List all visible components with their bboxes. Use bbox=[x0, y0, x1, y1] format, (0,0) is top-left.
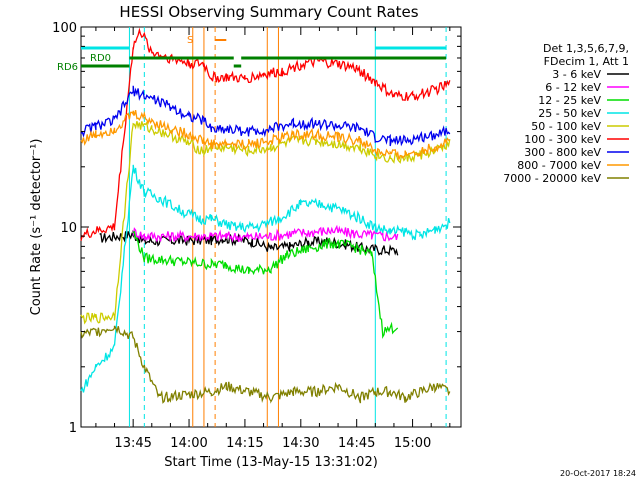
series-layer bbox=[80, 27, 451, 404]
timestamp: 20-Oct-2017 18:24 bbox=[560, 469, 636, 478]
legend-label-2: 12 - 25 keV bbox=[538, 94, 601, 107]
legend-header-2: FDecim 1, Att 1 bbox=[544, 55, 629, 68]
series-2 bbox=[132, 230, 399, 339]
series-8 bbox=[80, 325, 451, 404]
legend-label-1: 6 - 12 keV bbox=[545, 81, 601, 94]
legend-label-0: 3 - 6 keV bbox=[552, 68, 601, 81]
series-3 bbox=[80, 164, 451, 393]
x-tick-label-2: 14:15 bbox=[226, 436, 263, 451]
time-markers bbox=[128, 27, 447, 427]
legend-label-4: 50 - 100 keV bbox=[531, 120, 601, 133]
x-tick-label-5: 15:00 bbox=[394, 436, 431, 451]
y-tick-label-1: 10 bbox=[60, 221, 77, 236]
series-5 bbox=[80, 27, 451, 241]
series-4 bbox=[80, 121, 451, 325]
y-tick-label-2: 100 bbox=[52, 21, 77, 36]
plot-frame bbox=[80, 26, 462, 428]
legend-label-5: 100 - 300 keV bbox=[524, 133, 601, 146]
rd6-label: RD6 bbox=[57, 62, 78, 73]
x-tick-label-3: 14:30 bbox=[282, 436, 319, 451]
rd0-label: RD0 bbox=[90, 53, 111, 64]
legend-label-8: 7000 - 20000 keV bbox=[503, 172, 601, 185]
axes: 13:45 14:00 14:15 14:30 14:45 15:00 1 10 100 bbox=[52, 21, 461, 451]
state-bars bbox=[81, 39, 447, 68]
y-axis-label: Count Rate (s⁻¹ detector⁻¹) bbox=[29, 139, 44, 316]
series-6 bbox=[80, 85, 451, 147]
x-axis-label: Start Time (13-May-15 13:31:02) bbox=[164, 455, 378, 470]
x-tick-label-0: 13:45 bbox=[114, 436, 151, 451]
series-1 bbox=[132, 224, 399, 243]
series-0 bbox=[99, 229, 399, 256]
legend-header-1: Det 1,3,5,6,7,9, bbox=[543, 42, 629, 55]
chart-title: HESSI Observing Summary Count Rates bbox=[119, 3, 418, 21]
legend-label-7: 800 - 7000 keV bbox=[517, 159, 601, 172]
series-7 bbox=[80, 109, 450, 160]
x-tick-label-4: 14:45 bbox=[338, 436, 375, 451]
legend-label-3: 25 - 50 keV bbox=[538, 107, 601, 120]
legend-label-6: 300 - 800 keV bbox=[524, 146, 601, 159]
x-tick-label-1: 14:00 bbox=[170, 436, 207, 451]
y-tick-label-0: 1 bbox=[69, 421, 77, 436]
saa-label: S bbox=[187, 35, 193, 46]
